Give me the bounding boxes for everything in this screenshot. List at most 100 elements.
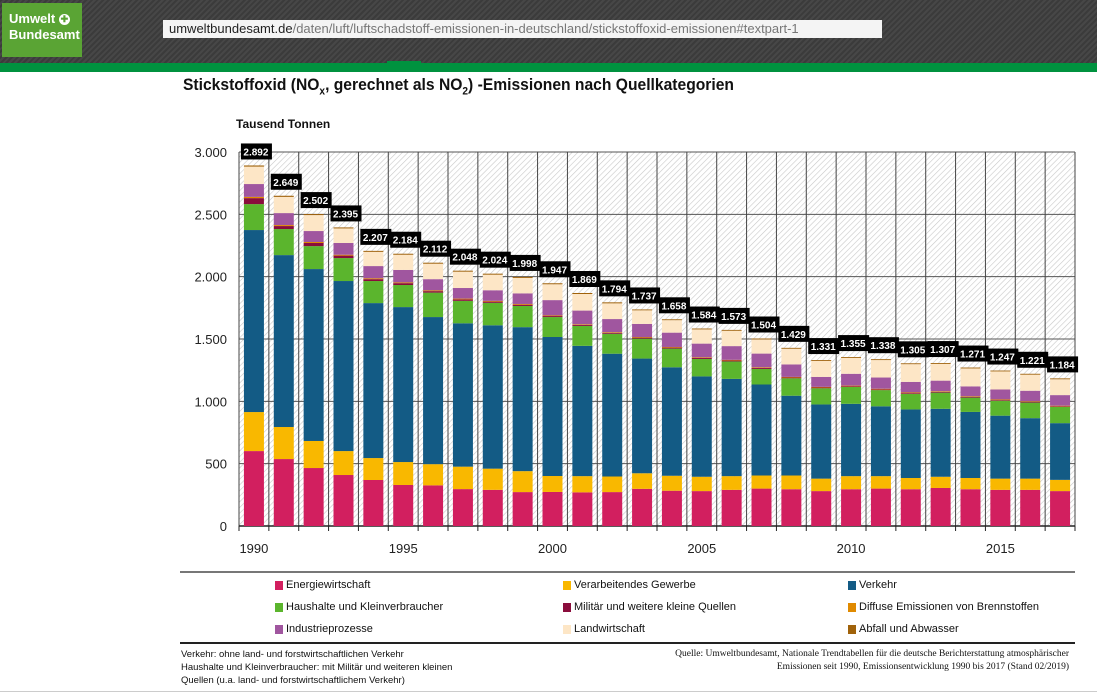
total-label: 1.331 [811,342,836,353]
bar-segment [960,368,981,387]
x-tick-label: 1990 [239,541,268,556]
bar-segment [841,386,862,387]
x-tick-label: 2005 [687,541,716,556]
bar-segment [1050,479,1071,492]
bar-segment [960,478,981,490]
legend-swatch [563,580,571,590]
bar-segment [482,302,503,326]
bar-segment [333,227,354,229]
bar-segment [781,347,802,349]
bar-segment [990,489,1011,526]
bar-segment [870,360,891,378]
bar-segment [900,392,921,394]
bar-segment [243,198,264,205]
bar-segment [423,263,444,280]
bar-segment [512,277,533,294]
title-part: Stickstoffoxid (NO [183,75,320,94]
bar-segment [363,250,384,252]
bar-segment [572,293,593,311]
bar-segment [572,292,593,294]
bar-segment [333,228,354,244]
bar-segment [243,196,264,199]
total-label-box [479,251,511,268]
bar-segment [990,399,1011,401]
bar-segment [452,489,473,526]
bar-segment [393,269,414,283]
bar-segment [751,339,772,354]
y-tick-label: 1.000 [194,394,227,409]
total-label-box [748,316,780,333]
total-label-box [420,240,452,257]
bar-segment [900,363,921,365]
bar-segment [721,359,742,361]
total-label-box [599,280,631,297]
bar-segment [751,475,772,489]
bar-segment [661,332,682,347]
bar-segment [960,396,981,398]
bar-segment [632,337,653,338]
bar-segment [602,353,623,477]
bar-segment [1020,401,1041,403]
bar-segment [602,303,623,320]
bar-segment [870,389,891,391]
bar-segment [841,489,862,526]
bar-segment [542,283,563,285]
green-divider [0,63,1097,72]
total-label: 2.207 [363,233,388,244]
bar-segment [512,492,533,526]
bar-segment [841,357,862,358]
total-label: 1.184 [1050,360,1075,371]
url-bar[interactable]: umweltbundesamt.de/daten/luft/luftschads… [163,20,882,38]
bar-segment [572,324,593,325]
bar-segment [632,338,653,359]
footnote: Quellen (u.a. land- und forstwirtschaftl… [181,675,405,686]
legend-swatch [848,580,856,590]
bar-segment [870,488,891,526]
bar-segment [781,376,802,378]
bar-segment [423,290,444,292]
bar-segment [1020,390,1041,402]
bar-segment [482,301,503,303]
total-label-box [897,341,929,358]
bar-segment [781,348,802,365]
bar-segment [930,380,951,392]
legend-label: Verkehr [859,579,897,591]
bar-segment [1050,405,1071,407]
bar-segment [363,266,384,279]
total-label-box [240,143,272,160]
bar-segment [273,427,294,460]
total-label: 1.658 [661,301,686,312]
total-label: 1.247 [990,353,1015,364]
total-label: 1.869 [572,275,597,286]
umweltbundesamt-logo[interactable]: Umwelt ✚ Bundesamt [2,3,82,57]
bar-segment [990,478,1011,490]
bar-segment [542,315,563,317]
bar-segment [661,348,682,368]
bar-segment [333,451,354,476]
bar-segment [393,283,414,286]
total-label-box [330,205,362,222]
bar-segment [960,489,981,526]
bar-segment [572,476,593,493]
bar-segment [632,473,653,489]
bar-segment [393,253,414,255]
title-sub-x: x [319,85,326,98]
legend-label: Diffuse Emissionen von Brennstoffen [859,601,1039,613]
bar-segment [841,476,862,490]
bar-segment [841,385,862,387]
total-label: 1.947 [542,265,567,276]
bar-segment [423,292,444,318]
y-tick-label: 2.500 [194,207,227,222]
bar-segment [542,300,563,316]
total-label: 1.998 [512,259,537,270]
bar-segment [990,400,1011,416]
total-label-box [300,192,332,209]
bar-segment [661,319,682,321]
legend-label: Verarbeitendes Gewerbe [574,579,696,591]
bar-segment [542,491,563,526]
title-sub-2: 2 [462,85,469,98]
bar-segment [542,317,563,338]
bar-segment [841,357,862,374]
bar-segment [811,388,832,405]
bar-segment [930,476,951,488]
